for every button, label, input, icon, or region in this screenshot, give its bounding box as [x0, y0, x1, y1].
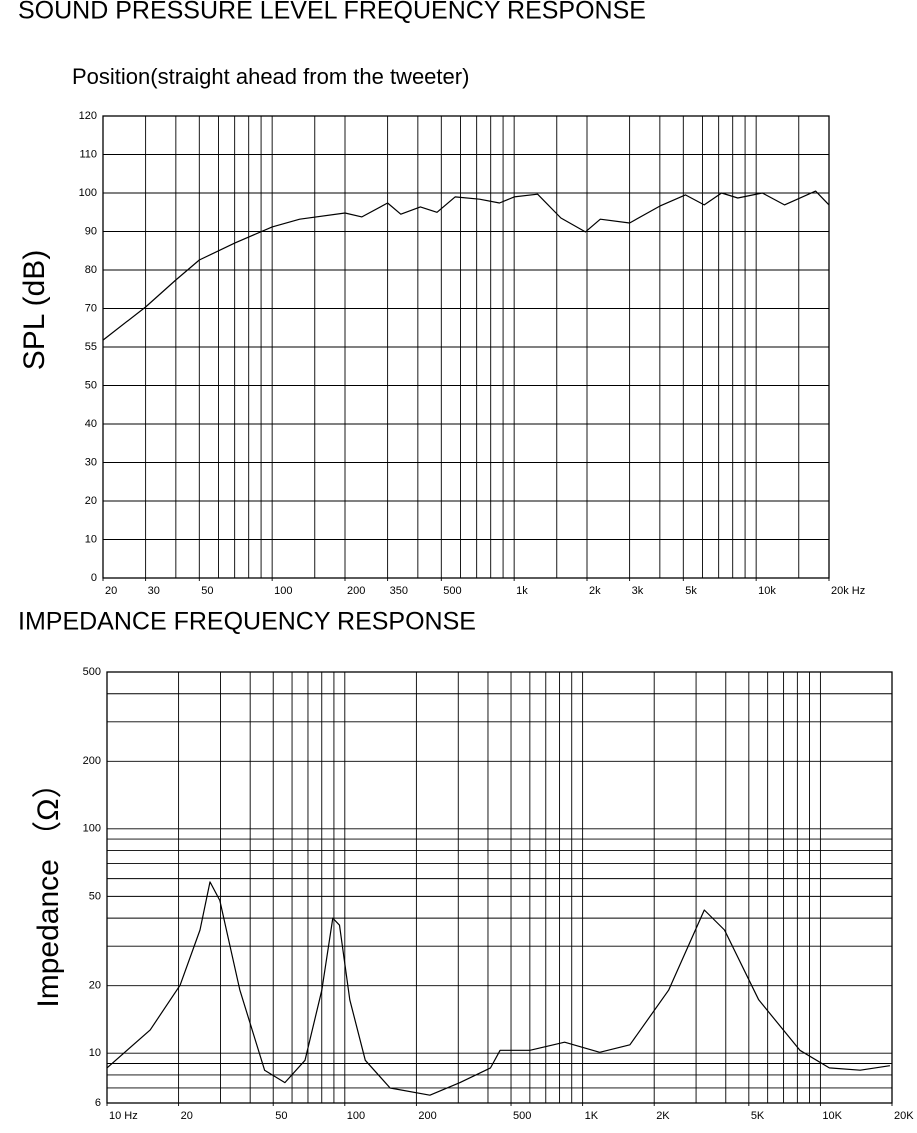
y-tick-label: 0	[91, 572, 97, 584]
x-tick-label: 10 Hz	[109, 1110, 138, 1122]
y-tick-label: 10	[89, 1047, 101, 1059]
x-tick-label: 20	[105, 585, 117, 597]
x-tick-label: 50	[275, 1110, 287, 1122]
x-tick-label: 5K	[751, 1110, 765, 1122]
y-tick-label: 40	[85, 418, 97, 430]
data-line	[106, 881, 890, 1096]
x-tick-label: 5k	[685, 585, 697, 597]
x-tick-label: 20K	[894, 1110, 914, 1122]
y-tick-label: 55	[85, 341, 97, 353]
x-tick-label: 200	[418, 1110, 436, 1122]
x-tick-label: 500	[513, 1110, 531, 1122]
x-tick-label: 100	[274, 585, 292, 597]
plot-frame	[102, 115, 830, 579]
x-tick-label: 350	[390, 585, 408, 597]
y-tick-label: 70	[85, 302, 97, 314]
y-tick-label: 20	[85, 495, 97, 507]
chart-title: IMPEDANCE FREQUENCY RESPONSE	[18, 608, 476, 636]
y-tick-label: 50	[89, 890, 101, 902]
x-tick-label: 10k	[758, 585, 776, 597]
y-tick-label: 10	[85, 533, 97, 545]
x-tick-label: 3k	[632, 585, 644, 597]
y-tick-label: 200	[83, 755, 101, 767]
y-tick-label: 30	[85, 456, 97, 468]
x-tick-label: 50	[201, 585, 213, 597]
y-tick-label: 100	[79, 187, 97, 199]
y-axis-label: SPL (dB)	[18, 250, 51, 371]
y-tick-label: 500	[83, 666, 101, 678]
x-tick-label: 200	[347, 585, 365, 597]
chart-subtitle: Position(straight ahead from the tweeter…	[72, 64, 469, 89]
x-tick-label: 10K	[822, 1110, 842, 1122]
x-tick-label: 30	[148, 585, 160, 597]
y-axis-label: Impedance （Ω）	[32, 768, 65, 1007]
x-tick-label: 100	[347, 1110, 365, 1122]
x-tick-label: 20	[181, 1110, 193, 1122]
y-tick-label: 120	[79, 110, 97, 122]
y-tick-label: 50	[85, 379, 97, 391]
y-tick-label: 80	[85, 264, 97, 276]
x-tick-label: 2K	[656, 1110, 670, 1122]
data-line	[102, 190, 830, 341]
chart-title: SOUND PRESSURE LEVEL FREQUENCY RESPONSE	[18, 0, 646, 25]
x-tick-label: 1k	[516, 585, 528, 597]
x-tick-label: 500	[443, 585, 461, 597]
x-tick-label: 2k	[589, 585, 601, 597]
x-tick-label: 20k Hz	[831, 585, 865, 597]
y-tick-label: 100	[83, 823, 101, 835]
plot-frame	[106, 671, 893, 1104]
y-tick-label: 90	[85, 225, 97, 237]
y-tick-label: 110	[79, 148, 97, 160]
y-tick-label: 6	[95, 1097, 101, 1109]
x-tick-label: 1K	[585, 1110, 599, 1122]
y-tick-label: 20	[89, 980, 101, 992]
